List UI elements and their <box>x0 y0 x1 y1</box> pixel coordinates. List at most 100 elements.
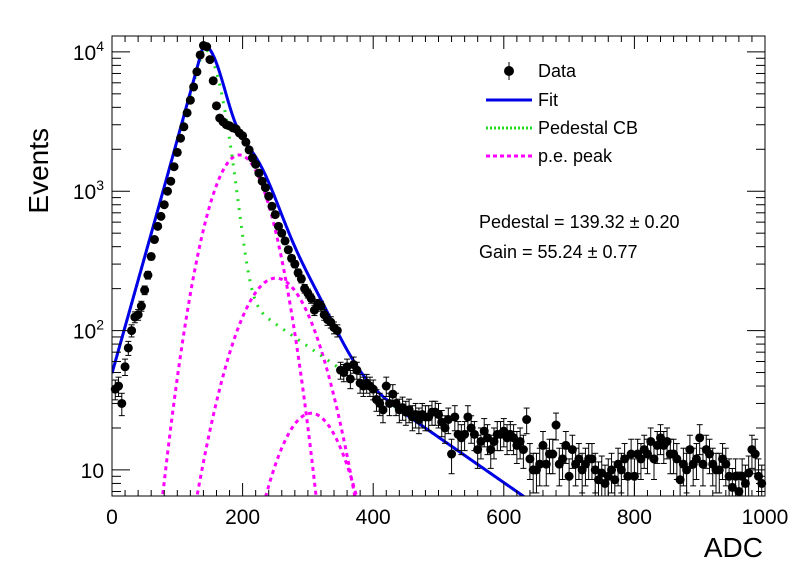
y-tick-label: 102 <box>73 317 104 344</box>
data-point <box>473 445 483 455</box>
data-point <box>251 159 261 169</box>
data-point <box>561 440 571 450</box>
data-point <box>143 270 153 280</box>
y-tick-label: 104 <box>73 38 104 65</box>
data-point <box>140 285 150 295</box>
data-point <box>610 475 620 485</box>
data-point <box>195 50 205 60</box>
data-point <box>176 133 186 143</box>
data-point <box>136 301 146 311</box>
axis-ticks <box>111 36 766 496</box>
data-point <box>368 384 378 394</box>
data-point <box>652 440 662 450</box>
data-point <box>656 433 666 443</box>
data-point <box>192 67 202 77</box>
data-point <box>515 436 525 446</box>
data-point <box>120 362 130 372</box>
x-tick-label: 0 <box>106 506 118 529</box>
data-point <box>750 449 760 459</box>
data-point <box>153 221 163 231</box>
data-point <box>182 108 192 118</box>
data-point <box>172 147 182 157</box>
data-point <box>388 389 398 399</box>
y-tick-label: 10 <box>81 460 104 483</box>
data-point <box>277 228 287 238</box>
data-point <box>117 398 127 408</box>
data-point <box>146 252 156 262</box>
data-point <box>744 468 754 478</box>
data-point <box>127 326 137 336</box>
data-point <box>607 465 617 475</box>
data-point <box>695 433 705 443</box>
data-point <box>332 326 342 336</box>
fit-line <box>112 43 526 496</box>
data-point <box>685 445 695 455</box>
y-tick-labels: 10 102 103 104 <box>73 38 104 483</box>
data-point <box>567 445 577 455</box>
data-point <box>352 365 362 375</box>
data-point <box>731 471 741 481</box>
data-point <box>551 420 561 430</box>
x-tick-label: 400 <box>356 506 391 529</box>
data-point <box>649 454 659 464</box>
data-point <box>211 101 221 111</box>
data-point <box>208 76 218 86</box>
data-point <box>169 162 179 172</box>
legend-p-e-peak-label: p.e. peak <box>538 146 613 166</box>
data-point <box>280 236 290 246</box>
data-point <box>460 429 470 439</box>
data-point <box>587 454 597 464</box>
data-point <box>558 454 568 464</box>
x-axis-label: ADC <box>704 532 763 563</box>
data-point <box>264 191 274 201</box>
data-point <box>476 436 486 446</box>
data-point <box>267 201 277 211</box>
data-point <box>179 122 189 132</box>
data-point <box>740 478 750 488</box>
data-point <box>274 221 284 231</box>
data-point <box>123 343 133 353</box>
data-point <box>469 429 479 439</box>
data-point <box>202 42 212 52</box>
data-points <box>110 41 767 497</box>
data-point <box>283 245 293 255</box>
data-point <box>254 168 264 178</box>
data-point <box>450 412 460 422</box>
data-point <box>185 95 195 105</box>
data-point <box>260 183 270 193</box>
data-point <box>535 459 545 469</box>
fit-curve <box>112 43 526 496</box>
data-point <box>163 186 173 196</box>
fit-annotation-pedestal: Pedestal = 139.32 ± 0.20 <box>479 212 680 232</box>
y-axis-label: Events <box>23 128 54 214</box>
pedestal-cb-curve <box>112 46 526 496</box>
data-point <box>721 459 731 469</box>
data-point <box>672 454 682 464</box>
pedestal-curve <box>112 46 526 496</box>
data-point <box>522 415 532 425</box>
data-point <box>316 301 326 311</box>
data-point <box>244 145 254 155</box>
legend-pedestal-cb-label: Pedestal CB <box>538 118 638 138</box>
data-point <box>440 423 450 433</box>
data-point <box>541 459 551 469</box>
data-point <box>296 274 306 284</box>
data-point <box>447 449 457 459</box>
data-point <box>205 55 215 65</box>
data-point <box>509 433 519 443</box>
data-point <box>714 465 724 475</box>
data-point <box>434 409 443 419</box>
data-point <box>704 449 714 459</box>
data-point <box>489 436 499 446</box>
data-point <box>724 471 734 481</box>
data-point <box>306 293 316 303</box>
data-point <box>241 137 251 147</box>
data-point <box>626 449 636 459</box>
data-point <box>270 210 280 220</box>
x-tick-labels: 0 200 400 600 800 1000 <box>106 506 788 529</box>
y-tick-label: 103 <box>73 177 104 204</box>
data-point <box>593 475 603 485</box>
data-point <box>479 426 489 436</box>
data-point <box>166 176 176 186</box>
